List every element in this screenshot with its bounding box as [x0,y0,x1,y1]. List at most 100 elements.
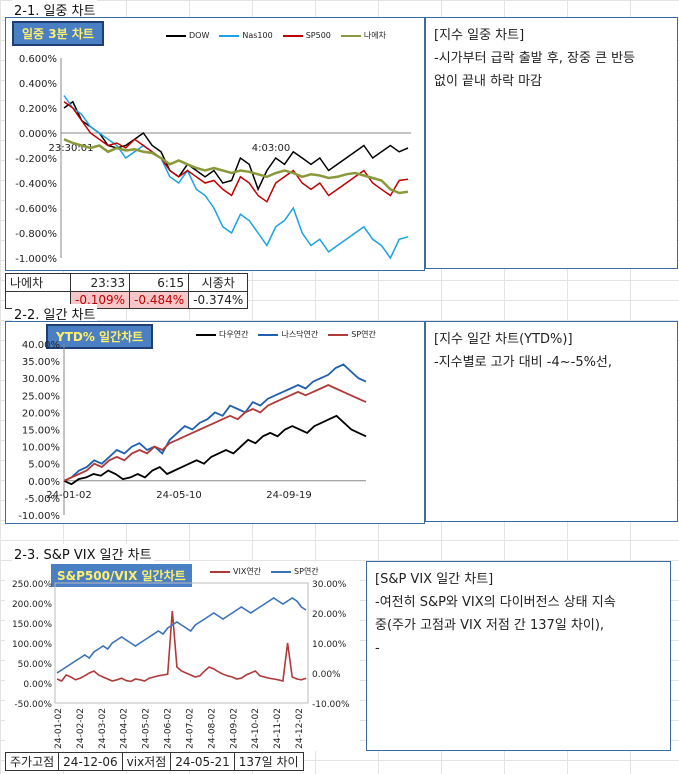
y-right-tick-label: -10.00% [312,700,350,710]
x-tick-label: 24-11-02 [273,708,283,749]
legend-vix: VIX연간 [210,566,261,577]
y-tick-label: 25.00% [22,391,60,402]
vix-note-line-3: 중(주가 고점과 VIX 저점 간 137일 차이), [375,618,605,633]
legend-sp-ytd: SP연간 [328,329,376,340]
intraday-summary-table: 나에차 23:33 6:15 시종차 -0.109% -0.484% -0.37… [5,273,249,309]
cell-value-diff: -0.374% [188,291,249,309]
y-left-tick-label: 150.00% [12,620,52,630]
plot-area [54,582,309,704]
intraday-plot: 0.600% 0.400% 0.200% 0.000% -0.200% -0.400% -0… [15,54,411,265]
x-tick-label: 24-02-02 [76,708,86,749]
daily-note-line-1: [지수 일간 차트(YTD%)] [434,332,573,347]
y-right-tick-label: 10.00% [312,640,347,650]
y-tick-label: -0.400% [15,179,57,190]
vix-chart-title: S&P500/VIX 일간차트 [51,564,192,587]
x-tick-label: 24-08-02 [207,708,217,749]
y-tick-label: 0.600% [19,54,57,65]
x-tick-label: 24-01-02 [46,490,91,501]
x-tick-label: 24-03-02 [98,708,108,749]
y-tick-label: -1.000% [15,254,57,265]
intraday-note-line-2: -시가부터 급락 출발 후, 장중 큰 반등 [434,51,636,66]
series-line-1 [56,597,307,674]
y-tick-label: -0.600% [15,204,57,215]
ytd-chart[interactable]: YTD% 일간차트 다우연간 나스닥연간 SP연간 40.00% 35.00% 30… [5,321,425,524]
legend-sp500: SP500 [282,31,331,40]
vix-note-line-2: -여전히 S&P와 VIX의 다이버전스 상태 지속 [375,595,616,610]
x-tick-label: 24-04-02 [120,708,130,749]
y-tick-label: 10.00% [22,443,60,454]
series-line-1 [63,363,367,482]
vix-summary-table: 주가고점 24-12-06 vix저점 24-05-21 137일 차이 [4,752,304,771]
x-tick-label: 24-05-10 [156,490,201,501]
daily-note-line-2: -지수별로 고가 대비 -4~-5%선, [434,355,613,370]
y-tick-label: -10.00% [18,511,60,522]
vix-legend: VIX연간 SP연간 [210,566,319,577]
section-title-daily: 2-2. 일간 차트 [12,304,98,323]
y-tick-label: -0.800% [15,229,57,240]
legend-nasdaq-ytd: 나스닥연간 [258,329,318,340]
y-left-tick-label: 100.00% [12,640,52,650]
y-left-tick-label: 0.00% [23,680,52,690]
series-line-1 [63,95,409,260]
series-line-0 [63,414,367,486]
daily-note: [지수 일간 차트(YTD%)] -지수별로 고가 대비 -4~-5%선, [425,321,678,522]
cell-time-end: 6:15 [129,273,190,292]
section-title-vix: 2-3. S&P VIX 일간 차트 [12,544,154,563]
vix-note: [S&P VIX 일간 차트] -여전히 S&P와 VIX의 다이버전스 상태 … [366,561,671,751]
cell-label-diff: 시종차 [188,273,249,292]
legend-dow: DOW [166,31,209,40]
legend-dow-ytd: 다우연간 [196,329,248,340]
legend-nas100: Nas100 [219,31,273,40]
intraday-note-line-1: [지수 일중 차트] [434,28,525,43]
cell-label-vix-low: vix저점 [121,752,172,771]
cell-peak-date: 24-12-06 [58,752,123,771]
cell-gap-days: 137일 차이 [233,752,304,771]
intraday-note-line-3: 없이 끝내 하락 마감 [434,74,543,89]
cell-label-nie: 나에차 [5,273,71,292]
y-tick-label: 5.00% [28,460,60,471]
y-tick-label: 0.200% [19,104,57,115]
x-tick-label: 24-09-19 [266,490,311,501]
y-tick-label: 40.00% [22,340,60,351]
cell-time-start: 23:33 [69,273,131,292]
legend-sp-vix: SP연간 [271,566,319,577]
x-tick-label: 24-12-02 [295,708,305,749]
y-tick-label: 30.00% [22,374,60,385]
intraday-chart[interactable]: 일중 3분 차트 DOW Nas100 SP500 나에차 0.600% 0.40… [5,17,425,271]
legend-nie: 나에차 [340,30,386,41]
x-tick-label: 24-05-02 [142,708,152,749]
vix-note-line-4: - [375,641,380,656]
vix-plot: 250.00% 200.00% 150.00% 100.00% 50.00% 0.00% -… [12,580,350,749]
intraday-chart-title: 일중 3분 차트 [12,21,104,46]
y-tick-label: -0.200% [15,154,57,165]
x-tick-label: 23:30:01 [49,143,94,154]
y-tick-label: 0.400% [19,79,57,90]
y-left-tick-label: 250.00% [12,580,52,590]
series-line-2 [63,384,367,482]
y-tick-label: 35.00% [22,357,60,368]
x-tick-label: 4:03:00 [252,143,291,154]
y-left-tick-label: 200.00% [12,600,52,610]
y-right-tick-label: 20.00% [312,610,347,620]
series-line-2 [63,101,409,203]
intraday-note: [지수 일중 차트] -시가부터 급락 출발 후, 장중 큰 반등 없이 끝내 … [425,17,678,269]
x-tick-label: 24-09-02 [229,708,239,749]
cell-value-end: -0.484% [129,291,190,309]
ytd-legend: 다우연간 나스닥연간 SP연간 [196,329,376,340]
y-tick-label: 20.00% [22,408,60,419]
cell-label-peak: 주가고점 [4,752,60,771]
series-line-3 [63,138,409,195]
x-tick-label: 24-07-02 [185,708,195,749]
vix-chart[interactable]: S&P500/VIX 일간차트 VIX연간 SP연간 250.00% 200.00… [5,561,360,751]
series-line-0 [56,610,307,683]
section-title-intraday: 2-1. 일중 차트 [12,0,98,19]
y-left-tick-label: 50.00% [18,660,53,670]
intraday-legend: DOW Nas100 SP500 나에차 [166,30,386,41]
vix-note-line-1: [S&P VIX 일간 차트] [375,572,494,587]
x-tick-label: 24-06-02 [164,708,174,749]
x-tick-label: 24-01-02 [54,708,64,749]
y-tick-label: 0.000% [19,129,57,140]
y-left-tick-label: -50.00% [14,700,52,710]
cell-vix-low-date: 24-05-21 [170,752,235,771]
ytd-plot: 40.00% 35.00% 30.00% 25.00% 20.00% 15.00% 10.0… [18,340,367,522]
